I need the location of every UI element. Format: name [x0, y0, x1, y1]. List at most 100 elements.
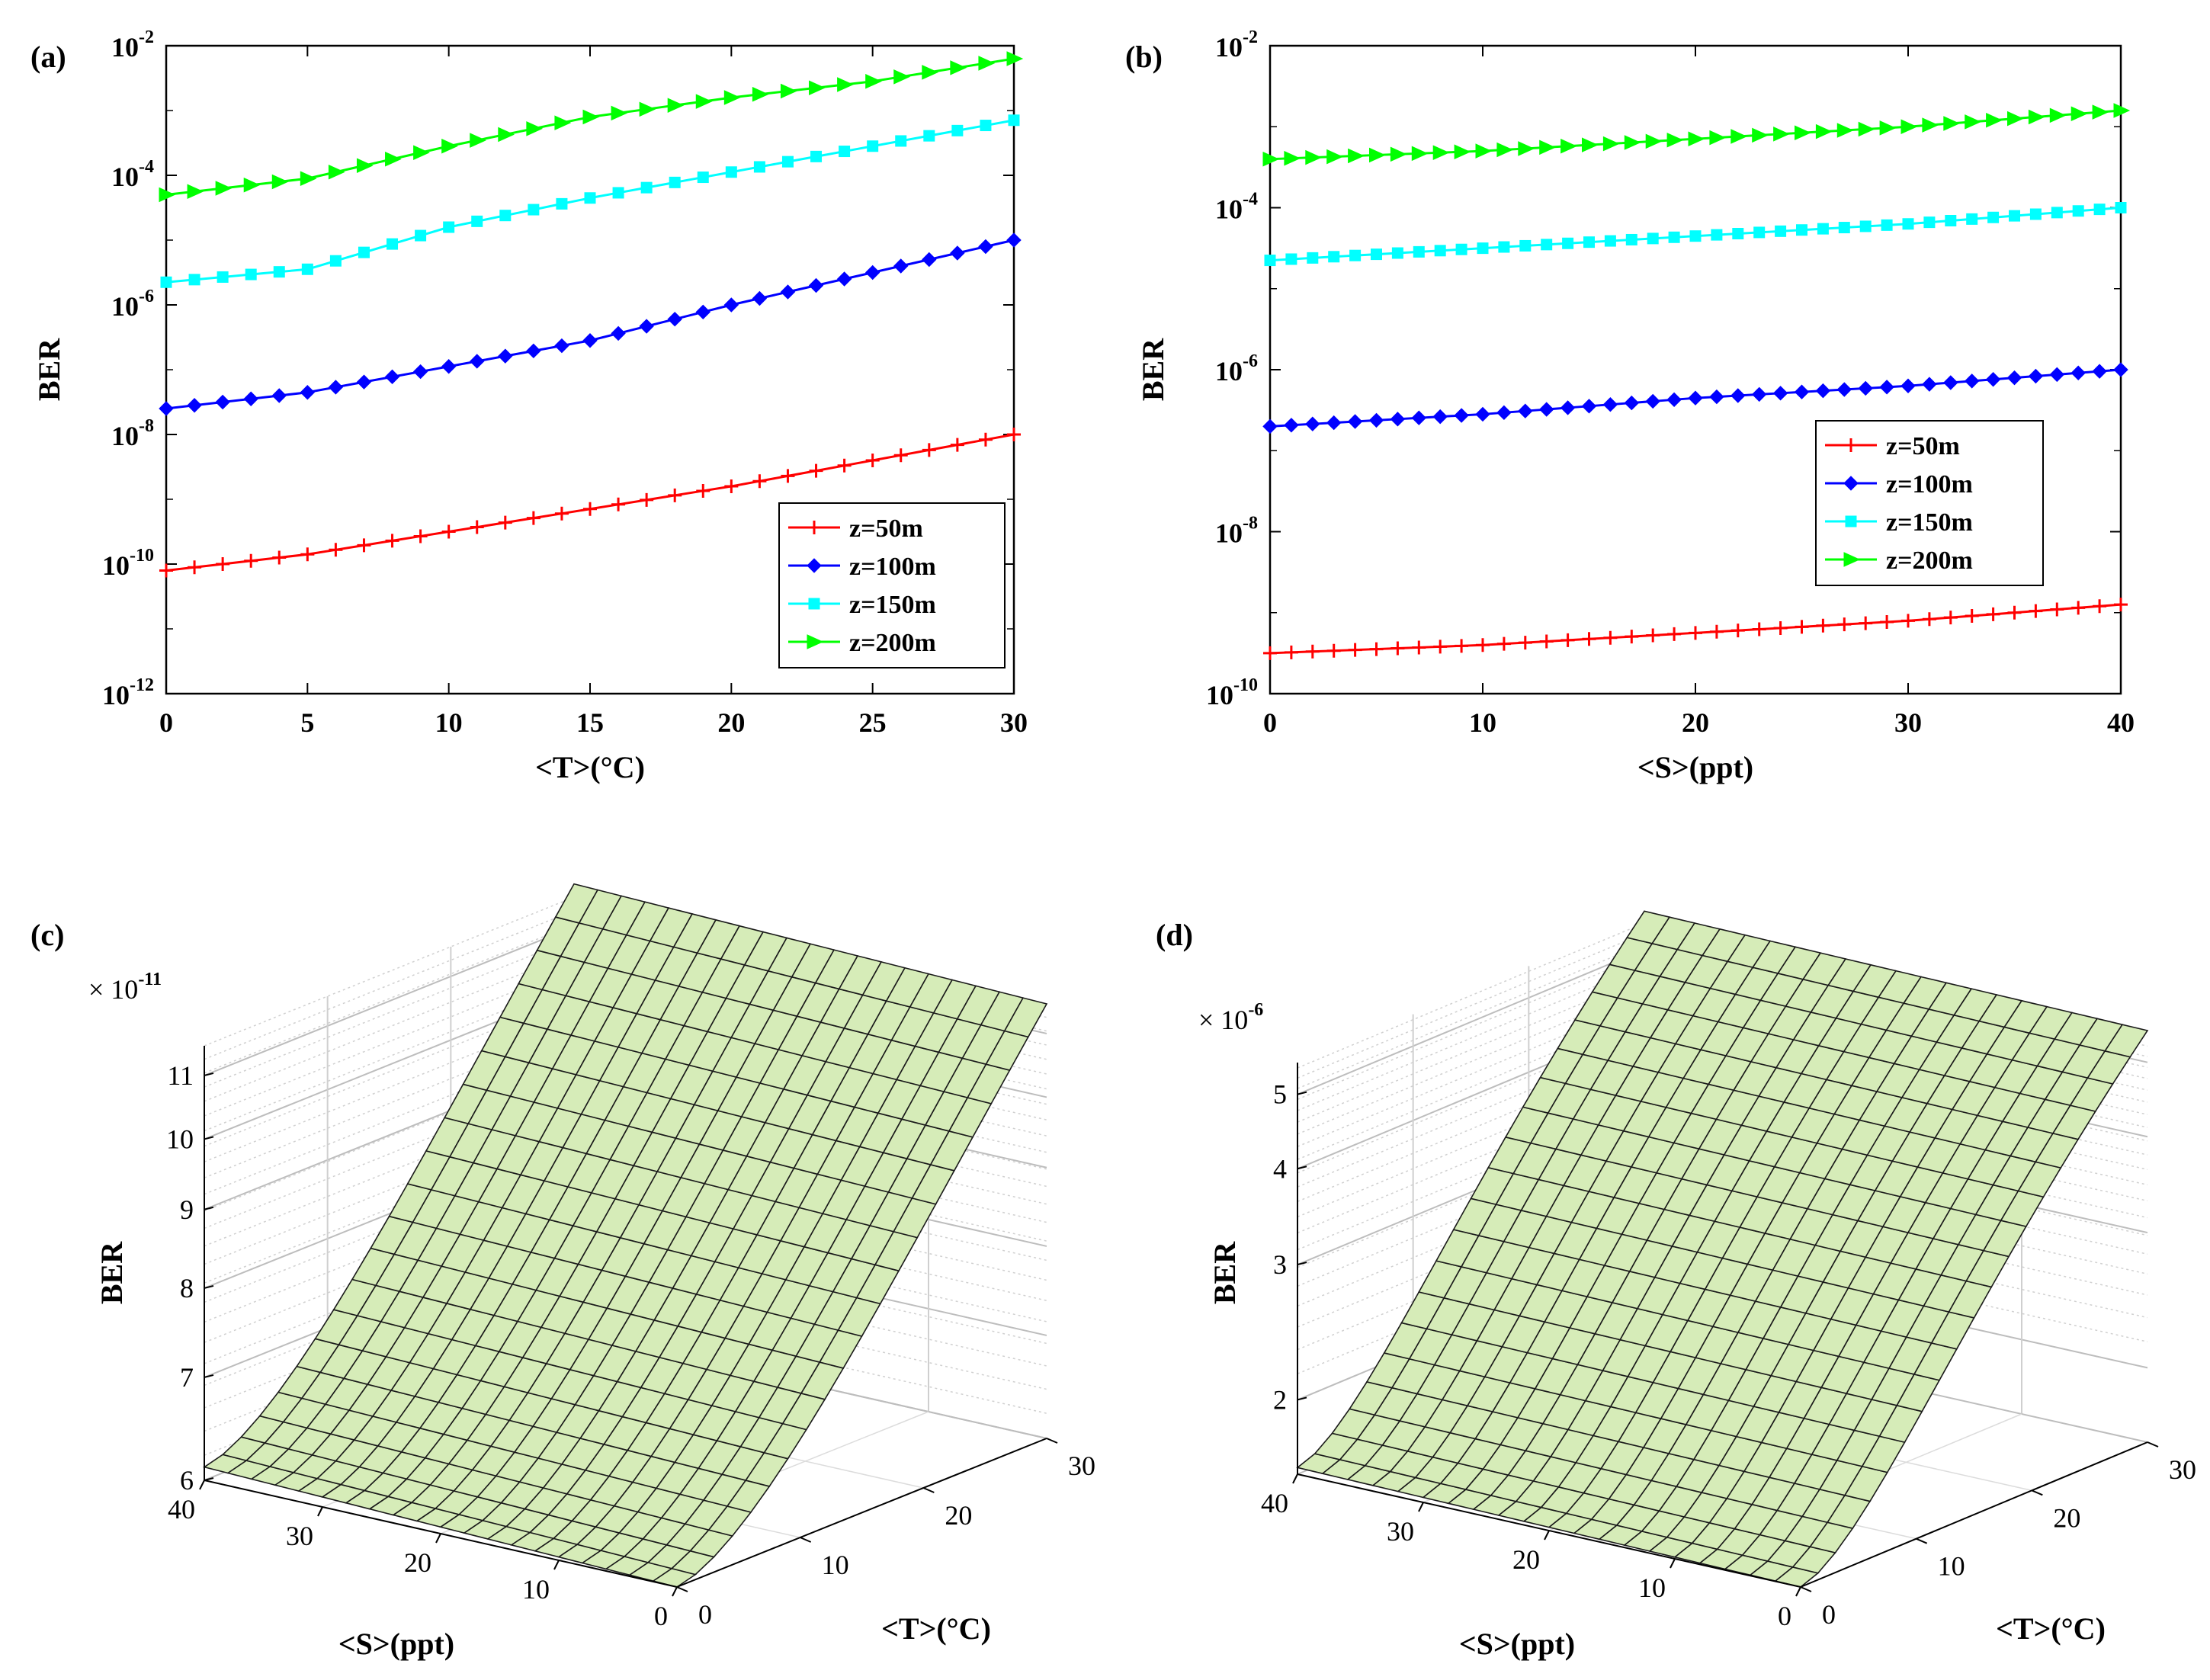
y-tick-exponent: -10	[130, 546, 154, 566]
marker-z100	[1645, 393, 1660, 409]
y-tick-exponent: -8	[1243, 514, 1258, 534]
s-tick-mark	[1292, 1473, 1298, 1484]
legend-label-z150: z=150m	[849, 591, 936, 619]
marker-z200	[1645, 133, 1663, 149]
marker-z100	[1964, 374, 1980, 389]
z-tick-mark	[1297, 1262, 1307, 1266]
marker-z100	[1858, 380, 1873, 396]
marker-z150	[753, 161, 765, 173]
marker-z150	[1391, 247, 1403, 259]
marker-z50	[1986, 607, 2000, 621]
y-tick-exponent: -2	[1243, 27, 1258, 47]
marker-z100	[1581, 399, 1597, 414]
marker-z200	[723, 90, 741, 105]
marker-z200	[978, 56, 996, 71]
marker-z200	[1326, 149, 1343, 165]
marker-z50	[696, 483, 710, 498]
marker-z100	[667, 311, 682, 327]
marker-z100	[1730, 388, 1746, 403]
marker-z50	[1730, 624, 1745, 638]
panel-c-label: (c)	[30, 918, 64, 952]
x-tick-label: 15	[576, 707, 604, 738]
marker-z150	[1732, 228, 1744, 239]
t-tick-label: 30	[1068, 1451, 1095, 1481]
marker-z100	[2070, 365, 2086, 380]
z-multiplier: × 10-6	[1198, 1000, 1263, 1035]
marker-z50	[1326, 643, 1341, 658]
marker-z150	[387, 238, 399, 250]
marker-z200	[1305, 149, 1323, 165]
z-tick-label: 7	[180, 1362, 194, 1393]
s-tick-mark	[199, 1480, 205, 1490]
marker-z100	[215, 394, 230, 410]
marker-z200	[1262, 151, 1280, 167]
s-tick-label: 30	[286, 1521, 313, 1551]
marker-z200	[498, 127, 515, 143]
z-tick-label: 4	[1273, 1153, 1287, 1184]
t-axis-line	[1800, 1441, 2148, 1588]
marker-z100	[1688, 390, 1703, 406]
z-tick-label: 5	[1273, 1079, 1287, 1110]
z-tick-label: 2	[1273, 1384, 1287, 1415]
marker-z150	[1498, 241, 1510, 253]
marker-z150	[584, 192, 596, 204]
marker-z100	[1475, 406, 1490, 422]
marker-z50	[611, 497, 626, 511]
marker-z50	[1603, 630, 1618, 645]
s-tick-label: 0	[654, 1601, 668, 1631]
chart-d: 5 4 3 2 40 30 20 10 0 0 10 20 30 BER <S>(ppt) <T>(°C) × …	[1198, 910, 2196, 1661]
marker-z150	[1647, 232, 1659, 245]
marker-z200	[187, 184, 204, 200]
marker-z150	[1711, 229, 1723, 241]
marker-z50	[159, 563, 173, 578]
marker-z150	[725, 166, 737, 178]
marker-z200	[1539, 139, 1556, 155]
marker-z50	[2007, 605, 2022, 620]
marker-z50	[1284, 645, 1298, 659]
t-tick-label: 20	[945, 1500, 972, 1531]
marker-z100	[836, 271, 852, 287]
surface-cell	[2103, 1024, 2149, 1058]
marker-z150	[1541, 239, 1553, 251]
legend-marker-z50	[1844, 438, 1858, 452]
marker-z200	[1879, 120, 1897, 136]
legend-label-z200: z=200m	[1886, 547, 1973, 575]
y-tick-exponent: -4	[1243, 190, 1258, 210]
z-tick-label: 8	[180, 1273, 194, 1303]
y-tick-label: 10-12	[102, 675, 154, 710]
marker-z150	[1902, 218, 1914, 230]
marker-z200	[470, 133, 486, 148]
marker-z100	[808, 277, 824, 293]
s-axis-label: <S>(ppt)	[338, 1627, 454, 1661]
y-tick-label: 10-2	[1215, 27, 1258, 63]
t-tick-label: 10	[1938, 1551, 1965, 1582]
marker-z150	[1349, 249, 1362, 261]
marker-z100	[1411, 410, 1427, 425]
marker-z150	[2029, 208, 2042, 220]
marker-z150	[273, 266, 285, 278]
marker-z150	[1477, 242, 1489, 255]
marker-z100	[695, 304, 710, 320]
y-tick-exponent: -12	[130, 675, 154, 695]
marker-z200	[1518, 141, 1535, 156]
marker-z50	[724, 479, 739, 493]
marker-z150	[188, 274, 200, 286]
marker-z50	[837, 458, 852, 473]
marker-z100	[300, 385, 316, 400]
legend-label-z100: z=100m	[849, 553, 936, 581]
y-tick-label: 10-4	[111, 157, 154, 192]
t-tick-mark	[1046, 1438, 1058, 1444]
s-tick-mark	[1670, 1558, 1676, 1569]
marker-z100	[2113, 362, 2128, 377]
marker-z150	[2072, 205, 2084, 217]
marker-z150	[301, 263, 313, 275]
marker-z150	[1668, 231, 1680, 243]
marker-z100	[1262, 418, 1278, 434]
marker-z150	[528, 204, 540, 216]
t-tick-mark	[800, 1537, 812, 1543]
marker-z50	[272, 550, 287, 565]
marker-z200	[1730, 129, 1748, 144]
marker-z50	[1263, 646, 1277, 660]
y-tick-label: 10-4	[1215, 190, 1258, 225]
marker-z100	[723, 297, 739, 313]
